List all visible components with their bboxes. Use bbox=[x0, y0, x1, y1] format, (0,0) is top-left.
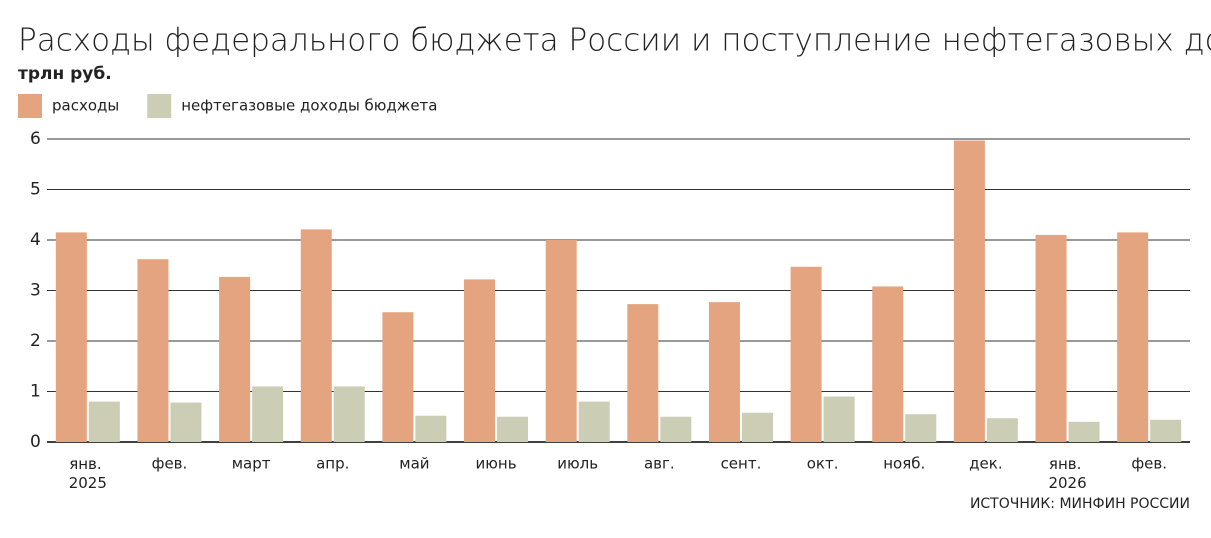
y-tick-label: 5 bbox=[30, 180, 41, 200]
source: ИСТОЧНИК: МИНФИН РОССИИ bbox=[970, 496, 1190, 512]
x-tick-label: март bbox=[232, 455, 271, 473]
legend-swatch bbox=[147, 94, 172, 118]
x-tick-label: окт. bbox=[807, 455, 839, 473]
bar bbox=[660, 416, 692, 442]
bar bbox=[823, 396, 855, 442]
y-tick-label: 1 bbox=[30, 382, 41, 402]
bar bbox=[170, 402, 202, 442]
bar bbox=[872, 286, 904, 442]
y-tick-label: 0 bbox=[30, 432, 41, 452]
bar bbox=[55, 232, 87, 442]
legend-label: нефтегазовые доходы бюджета bbox=[181, 97, 437, 115]
x-tick-label: июль bbox=[557, 455, 598, 473]
bar bbox=[708, 302, 740, 442]
chart-subtitle: трлн руб. bbox=[18, 64, 112, 84]
bar bbox=[545, 240, 577, 442]
x-tick-label: янв. 2026 bbox=[1048, 455, 1086, 492]
bar bbox=[1150, 419, 1182, 442]
x-tick-label: май bbox=[399, 455, 429, 473]
x-tick-label: фев. bbox=[152, 455, 188, 473]
bar bbox=[953, 140, 985, 442]
bar bbox=[382, 312, 414, 442]
bar bbox=[578, 401, 610, 442]
bar bbox=[252, 386, 284, 442]
y-tick-label: 3 bbox=[30, 281, 41, 301]
x-tick-label: нояб. bbox=[883, 455, 925, 473]
bar bbox=[1068, 421, 1100, 442]
bar bbox=[905, 414, 937, 442]
bar bbox=[627, 304, 659, 442]
x-tick-label: янв. 2025 bbox=[69, 455, 107, 492]
bar bbox=[88, 401, 120, 442]
x-tick-label: авг. bbox=[644, 455, 675, 473]
bar bbox=[741, 412, 773, 442]
bar bbox=[333, 386, 365, 442]
legend-label: расходы bbox=[52, 97, 119, 115]
x-tick-label: июнь bbox=[476, 455, 517, 473]
chart-title: Расходы федерального бюджета России и по… bbox=[18, 23, 1211, 59]
x-tick-label: апр. bbox=[316, 455, 349, 473]
bar bbox=[986, 418, 1018, 442]
bar bbox=[464, 279, 496, 442]
bar bbox=[497, 416, 529, 442]
bar bbox=[137, 259, 169, 442]
x-tick-label: фев. bbox=[1131, 455, 1167, 473]
bar bbox=[300, 229, 332, 442]
bar bbox=[1035, 234, 1067, 442]
legend-swatch bbox=[18, 94, 42, 118]
x-tick-label: сент. bbox=[721, 455, 762, 473]
bar bbox=[219, 276, 251, 442]
bar bbox=[1117, 232, 1149, 442]
bar bbox=[790, 266, 822, 442]
bar bbox=[415, 415, 447, 442]
x-tick-label: дек. bbox=[969, 455, 1002, 473]
y-tick-label: 4 bbox=[30, 230, 41, 250]
y-tick-label: 2 bbox=[30, 331, 41, 351]
y-tick-label: 6 bbox=[30, 129, 41, 149]
